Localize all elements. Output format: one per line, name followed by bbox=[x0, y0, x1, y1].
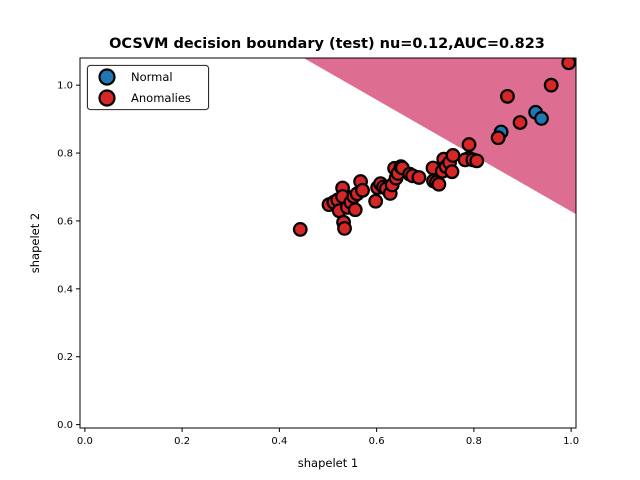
anomalies-point bbox=[347, 202, 363, 218]
legend-box bbox=[86, 64, 210, 111]
y-tick-label: 0.0 bbox=[57, 420, 73, 431]
anomalies-point bbox=[445, 148, 461, 163]
normal-point bbox=[534, 111, 549, 126]
anomalies-point bbox=[431, 176, 447, 192]
anomalies-point bbox=[512, 115, 528, 130]
legend: Normal Anomalies bbox=[86, 64, 210, 111]
anomalies-point bbox=[469, 153, 485, 169]
x-tick-label: 0.2 bbox=[174, 436, 190, 447]
anomalies-point bbox=[561, 58, 576, 71]
y-axis: 0.0 0.2 0.4 0.6 0.8 1.0 bbox=[57, 81, 80, 431]
x-axis: 0.0 0.2 0.4 0.6 0.8 1.0 bbox=[77, 428, 579, 447]
plot-frame bbox=[79, 57, 577, 429]
legend-marker-anomalies bbox=[98, 89, 116, 107]
legend-border bbox=[87, 65, 209, 110]
anomalies-point bbox=[411, 170, 427, 185]
legend-marker-normal bbox=[98, 68, 116, 86]
x-tick-label: 0.8 bbox=[466, 436, 482, 447]
x-tick-label: 0.6 bbox=[369, 436, 385, 447]
y-tick-label: 0.2 bbox=[57, 352, 73, 363]
anomalies-point bbox=[292, 222, 308, 237]
x-axis-label: shapelet 1 bbox=[298, 456, 358, 470]
legend-label-anomalies: Anomalies bbox=[131, 91, 191, 105]
y-axis-label: shapelet 2 bbox=[28, 213, 42, 273]
anomalies-point bbox=[500, 88, 515, 104]
y-tick-label: 0.4 bbox=[57, 284, 73, 295]
anomalies-point bbox=[543, 77, 559, 93]
anomalies-point bbox=[337, 221, 352, 236]
x-tick-label: 0.0 bbox=[77, 436, 93, 447]
chart-title: OCSVM decision boundary (test) nu=0.12,A… bbox=[109, 36, 545, 52]
y-tick-label: 1.0 bbox=[57, 81, 73, 92]
anomalies-point bbox=[490, 130, 506, 146]
y-tick-label: 0.6 bbox=[57, 216, 73, 227]
y-tick-label: 0.8 bbox=[57, 149, 73, 160]
anomalies-point bbox=[355, 182, 370, 198]
anomalies-point bbox=[368, 193, 384, 209]
anomalies-point bbox=[461, 137, 477, 152]
anomalies-point bbox=[444, 164, 460, 180]
points-layer bbox=[292, 58, 576, 237]
x-tick-label: 0.4 bbox=[271, 436, 287, 447]
legend-label-normal: Normal bbox=[131, 70, 173, 84]
x-tick-label: 1.0 bbox=[563, 436, 579, 447]
